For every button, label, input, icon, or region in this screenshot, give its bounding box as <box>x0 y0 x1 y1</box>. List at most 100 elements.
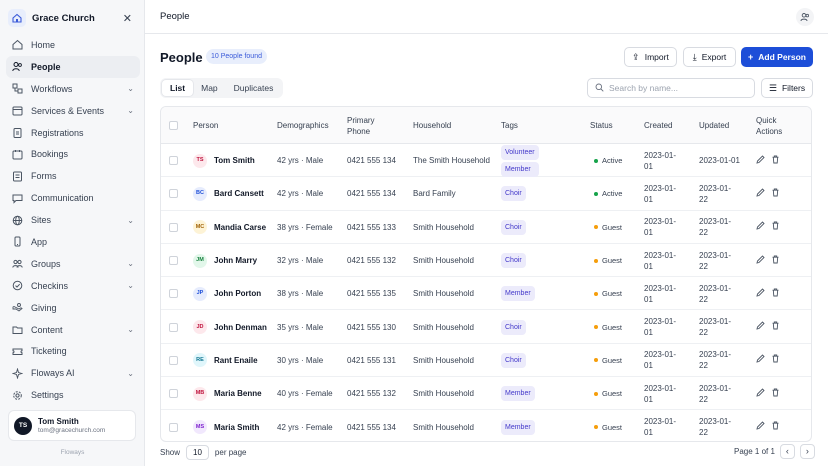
sidebar-item-sites[interactable]: Sites ⌄ <box>6 209 140 231</box>
trash-icon[interactable] <box>771 288 780 300</box>
col-primary-phone[interactable]: Primary Phone <box>347 115 375 136</box>
row-checkbox[interactable] <box>169 156 178 166</box>
row-checkbox[interactable] <box>169 222 178 232</box>
row-checkbox[interactable] <box>169 422 178 432</box>
tab-duplicates[interactable]: Duplicates <box>233 83 274 93</box>
table-row[interactable]: JD John Denman 35 yrs · Male 0421 555 130 Sm… <box>161 311 811 344</box>
chevron-down-icon[interactable]: ⌄ <box>127 368 134 378</box>
chevron-down-icon[interactable]: ⌄ <box>127 281 134 291</box>
person-name[interactable]: John Marry <box>214 256 258 266</box>
edit-icon[interactable] <box>756 354 765 366</box>
org-switcher[interactable]: Grace Church ✕ <box>8 8 138 28</box>
person-cell[interactable]: MB Maria Benne <box>193 377 273 410</box>
chevron-down-icon[interactable]: ⌄ <box>127 325 134 335</box>
edit-icon[interactable] <box>756 321 765 333</box>
col-tags[interactable]: Tags <box>501 121 518 130</box>
table-row[interactable]: MB Maria Benne 40 yrs · Female 0421 555 132… <box>161 377 811 411</box>
col-updated[interactable]: Updated <box>699 121 730 130</box>
row-checkbox[interactable] <box>169 289 178 299</box>
edit-icon[interactable] <box>756 288 765 300</box>
trash-icon[interactable] <box>771 255 780 267</box>
edit-icon[interactable] <box>756 421 765 433</box>
per-page-select[interactable]: 10 <box>186 444 209 460</box>
trash-icon[interactable] <box>771 188 780 200</box>
person-cell[interactable]: JP John Porton <box>193 277 273 310</box>
search-input[interactable] <box>609 83 749 93</box>
person-cell[interactable]: JM John Marry <box>193 244 273 277</box>
table-row[interactable]: RE Rant Enaile 30 yrs · Male 0421 555 131 Sm… <box>161 344 811 378</box>
col-status[interactable]: Status <box>590 121 613 130</box>
prev-page-button[interactable]: ‹ <box>779 443 795 459</box>
sidebar-item-workflows[interactable]: Workflows ⌄ <box>6 78 140 100</box>
trash-icon[interactable] <box>771 421 780 433</box>
sidebar-item-people[interactable]: People <box>6 55 140 78</box>
user-card[interactable]: TS Tom Smith tom@gracechurch.com <box>8 410 136 441</box>
close-sidebar-icon[interactable]: ✕ <box>122 12 132 25</box>
table-row[interactable]: BC Bard Cansett 42 yrs · Male 0421 555 134 B… <box>161 177 811 211</box>
table-row[interactable]: JP John Porton 38 yrs · Male 0421 555 135 Sm… <box>161 277 811 311</box>
edit-icon[interactable] <box>756 388 765 400</box>
person-cell[interactable]: BC Bard Cansett <box>193 177 273 210</box>
person-name[interactable]: Maria Smith <box>214 422 260 432</box>
sidebar-item-home[interactable]: Home <box>6 34 140 56</box>
row-checkbox[interactable] <box>169 189 178 199</box>
person-cell[interactable]: TS Tom Smith <box>193 144 273 177</box>
sidebar-item-app[interactable]: App <box>6 231 140 253</box>
row-checkbox[interactable] <box>169 389 178 399</box>
col-created[interactable]: Created <box>644 121 673 130</box>
col-demographics[interactable]: Demographics <box>277 121 329 130</box>
edit-icon[interactable] <box>756 155 765 167</box>
person-name[interactable]: John Porton <box>214 289 262 299</box>
chevron-down-icon[interactable]: ⌄ <box>127 106 134 116</box>
edit-icon[interactable] <box>756 188 765 200</box>
person-name[interactable]: Bard Cansett <box>214 189 264 199</box>
col-person[interactable]: Person <box>193 121 219 130</box>
tab-list[interactable]: List <box>162 80 194 96</box>
person-name[interactable]: Mandia Carse <box>214 222 267 232</box>
person-name[interactable]: Tom Smith <box>214 156 255 166</box>
sidebar-item-groups[interactable]: Groups ⌄ <box>6 253 140 275</box>
sidebar-item-services-events[interactable]: Services & Events ⌄ <box>6 100 140 122</box>
person-cell[interactable]: MS Maria Smith <box>193 410 273 441</box>
sidebar-item-communication[interactable]: Communication <box>6 187 140 209</box>
trash-icon[interactable] <box>771 321 780 333</box>
chevron-down-icon[interactable]: ⌄ <box>127 215 134 225</box>
tab-map[interactable]: Map <box>201 83 218 93</box>
sidebar-item-giving[interactable]: Giving <box>6 297 140 319</box>
filters-button[interactable]: ☰ Filters <box>761 78 813 98</box>
person-cell[interactable]: MC Mandia Carse <box>193 211 273 244</box>
edit-icon[interactable] <box>756 254 765 267</box>
export-button[interactable]: ⤓ Export <box>683 47 736 67</box>
sidebar-item-content[interactable]: Content ⌄ <box>6 319 140 341</box>
person-cell[interactable]: JD John Denman <box>193 311 273 344</box>
row-checkbox[interactable] <box>169 256 178 266</box>
trash-icon[interactable] <box>771 155 780 167</box>
next-page-button[interactable]: › <box>799 443 815 459</box>
sidebar-item-ticketing[interactable]: Ticketing <box>6 340 140 362</box>
table-row[interactable]: JM John Marry 32 yrs · Male 0421 555 132 Smi… <box>161 244 811 278</box>
chevron-down-icon[interactable]: ⌄ <box>127 259 134 269</box>
sidebar-item-checkins[interactable]: Checkins ⌄ <box>6 275 140 297</box>
table-row[interactable]: TS Tom Smith 42 yrs · Male 0421 555 134 The … <box>161 144 811 178</box>
sidebar-item-settings[interactable]: Settings <box>6 384 140 406</box>
sidebar-item-registrations[interactable]: Registrations <box>6 122 140 144</box>
trash-icon[interactable] <box>771 354 780 366</box>
select-all-checkbox[interactable] <box>169 121 178 130</box>
edit-icon[interactable] <box>756 221 765 233</box>
sidebar-item-bookings[interactable]: Bookings <box>6 143 140 165</box>
import-button[interactable]: ⇪ Import <box>624 47 677 67</box>
row-checkbox[interactable] <box>169 322 178 332</box>
sidebar-item-forms[interactable]: Forms <box>6 165 140 187</box>
sidebar-item-floways-ai[interactable]: Floways AI ⌄ <box>6 362 140 384</box>
trash-icon[interactable] <box>771 221 780 233</box>
table-row[interactable]: MC Mandia Carse 38 yrs · Female 0421 555 13… <box>161 211 811 244</box>
trash-icon[interactable] <box>771 388 780 400</box>
add-person-button[interactable]: + Add Person <box>741 47 813 67</box>
person-name[interactable]: Maria Benne <box>214 389 262 399</box>
person-cell[interactable]: RE Rant Enaile <box>193 344 273 377</box>
row-checkbox[interactable] <box>169 355 178 365</box>
user-menu-icon[interactable] <box>796 8 814 26</box>
person-name[interactable]: Rant Enaile <box>214 355 258 365</box>
col-household[interactable]: Household <box>413 121 452 130</box>
table-row[interactable]: MS Maria Smith 42 yrs · Female 0421 555 134… <box>161 410 811 441</box>
